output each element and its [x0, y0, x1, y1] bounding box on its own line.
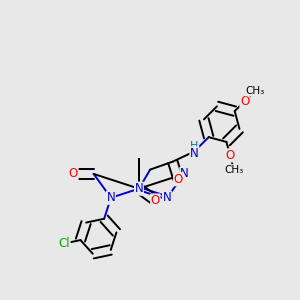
- Text: N: N: [190, 147, 199, 160]
- Text: N: N: [163, 191, 171, 204]
- Text: N: N: [106, 191, 115, 204]
- Text: N: N: [135, 182, 143, 195]
- Text: O: O: [225, 149, 235, 162]
- Text: N: N: [180, 167, 189, 180]
- Text: O: O: [240, 95, 249, 108]
- Text: O: O: [174, 173, 183, 186]
- Text: Cl: Cl: [58, 237, 70, 250]
- Text: CH₃: CH₃: [224, 165, 244, 175]
- Text: CH₃: CH₃: [245, 86, 265, 96]
- Text: O: O: [69, 167, 78, 180]
- Text: H: H: [190, 141, 199, 151]
- Text: O: O: [151, 194, 160, 207]
